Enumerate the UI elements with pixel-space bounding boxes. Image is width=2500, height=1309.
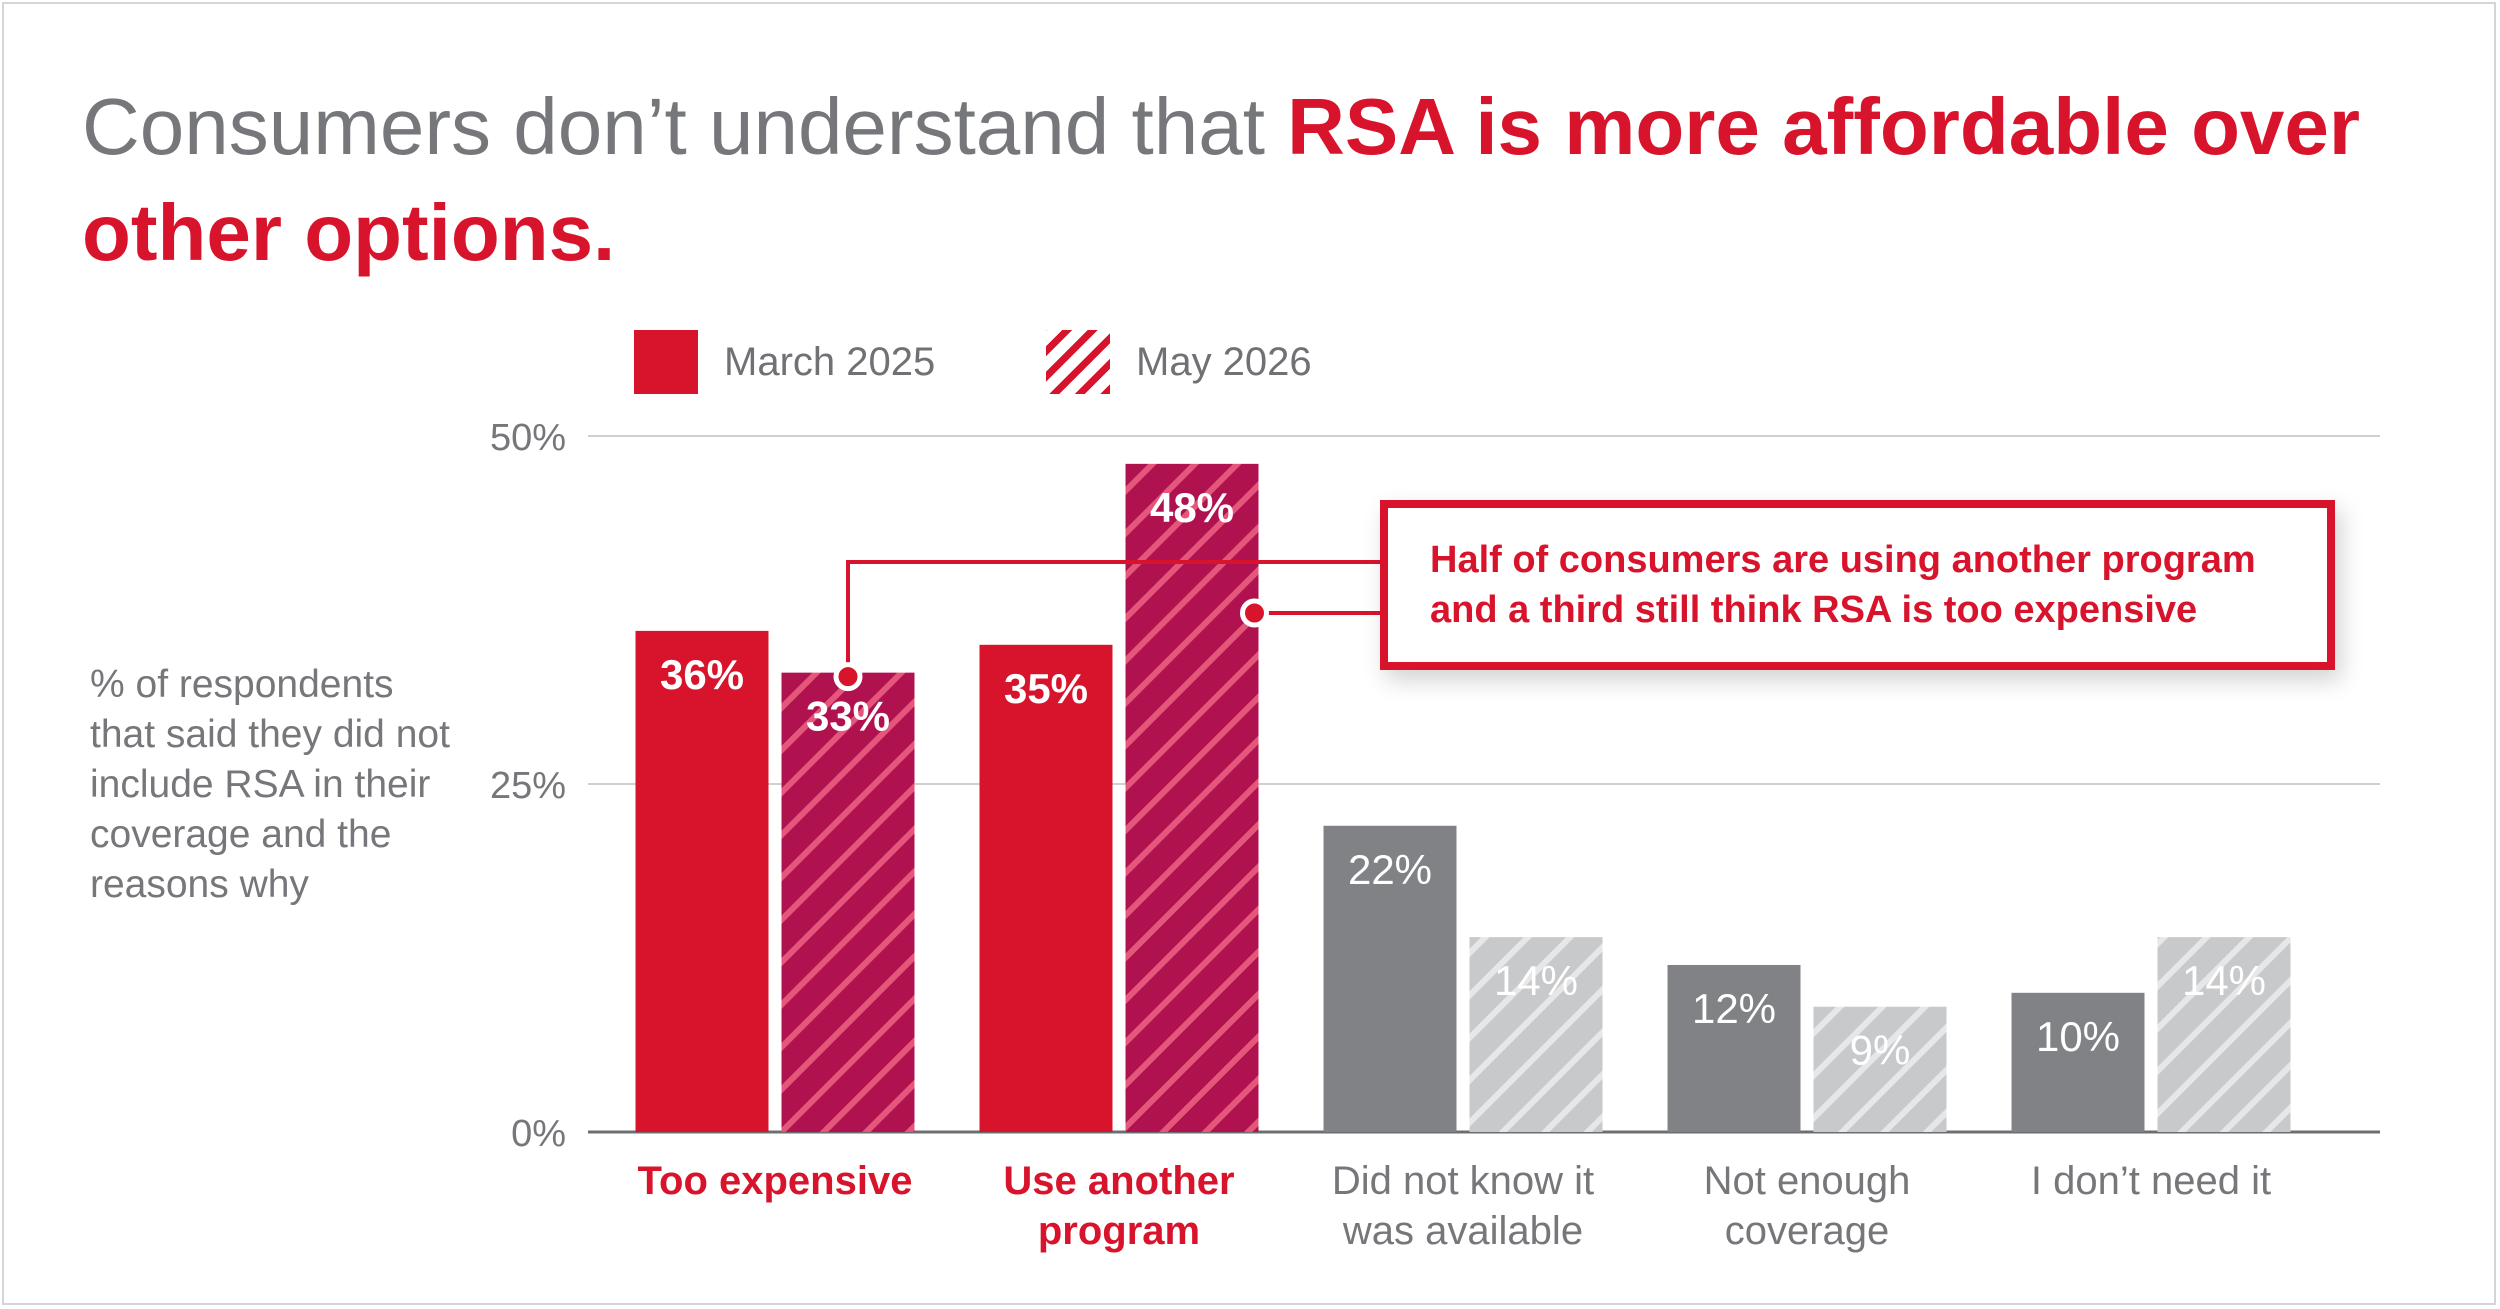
data-label: 14%	[2182, 957, 2266, 1004]
data-label: 33%	[806, 693, 890, 740]
data-label: 36%	[660, 651, 744, 698]
callout-connectors	[833, 560, 1380, 692]
data-label: 35%	[1004, 665, 1088, 712]
data-label: 12%	[1692, 985, 1776, 1032]
data-label: 22%	[1348, 846, 1432, 893]
bar-march-2025	[979, 644, 1113, 1132]
x-category-label: coverage	[1725, 1209, 1890, 1253]
y-axis-caption: % of respondents that said they did not …	[90, 663, 450, 906]
callout-line-1: Half of consumers are using another prog…	[1430, 539, 2256, 581]
bar-may-2026	[2157, 937, 2291, 1132]
x-category-label: program	[1038, 1209, 1200, 1253]
bar-may-2026	[781, 672, 915, 1132]
legend-swatch-solid	[634, 330, 698, 394]
x-category-label: was available	[1342, 1209, 1583, 1253]
bar-march-2025	[1323, 825, 1457, 1132]
x-category-label: Did not know it	[1332, 1159, 1594, 1203]
y-tick-label: 25%	[490, 765, 566, 807]
label-layer: 36% 33% Too expensive 35% 48% Use another prog…	[638, 484, 2272, 1253]
bar-layer	[635, 463, 2291, 1133]
x-category-label: Use another	[1003, 1159, 1234, 1203]
bar-may-2026	[1813, 1006, 1947, 1132]
title-highlight: RSA is more affordable over other option…	[82, 82, 2361, 277]
bar-march-2025	[635, 630, 769, 1132]
x-category-label: I don’t need it	[2031, 1159, 2271, 1203]
legend-label-may-2026: May 2026	[1136, 339, 1312, 384]
chart-title: Consumers don’t understand that RSA is m…	[82, 74, 2462, 286]
callout-line-2: and a third still think RSA is too expen…	[1430, 589, 2198, 631]
callout-box: Half of consumers are using another prog…	[1380, 500, 2335, 670]
bar-may-2026	[1469, 937, 1603, 1132]
legend-swatch-hatched	[1046, 330, 1110, 394]
legend-item-may-2026: May 2026	[1046, 330, 1312, 394]
bar-may-2026	[1125, 463, 1259, 1133]
x-category-label: Not enough	[1704, 1159, 1911, 1203]
connector-dot	[1240, 598, 1269, 628]
title-prefix: Consumers don’t understand that	[82, 82, 1288, 171]
connector-too-expensive	[846, 560, 1380, 677]
x-category-label: Too expensive	[638, 1159, 913, 1203]
bar-march-2025	[1667, 964, 1801, 1132]
data-label: 9%	[1850, 1027, 1911, 1074]
connector-dot	[833, 662, 863, 692]
data-label: 10%	[2036, 1013, 2120, 1060]
bar-march-2025	[2011, 992, 2145, 1132]
legend-item-march-2025: March 2025	[634, 330, 935, 394]
data-label: 14%	[1494, 957, 1578, 1004]
legend-label-march-2025: March 2025	[724, 339, 936, 384]
y-tick-label: 0%	[511, 1113, 566, 1155]
data-label: 48%	[1150, 484, 1234, 531]
y-tick-label: 50%	[490, 417, 566, 459]
